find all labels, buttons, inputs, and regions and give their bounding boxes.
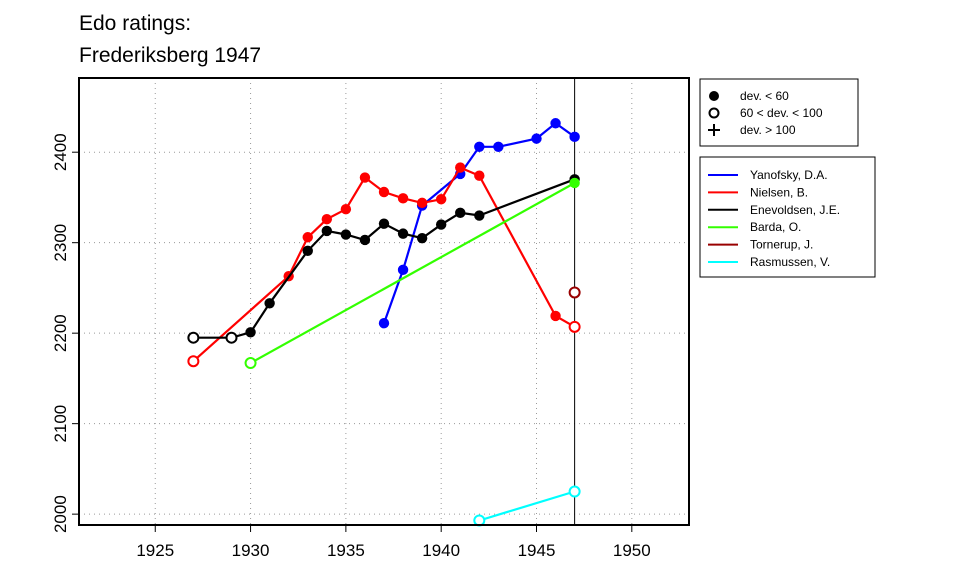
legend-open-circle-icon bbox=[708, 107, 720, 119]
data-point bbox=[225, 331, 238, 344]
data-point bbox=[474, 170, 485, 181]
data-point bbox=[435, 219, 447, 230]
y-tick-label: 2300 bbox=[51, 224, 70, 262]
data-point bbox=[321, 213, 333, 225]
data-point bbox=[302, 245, 313, 257]
series-2 bbox=[187, 174, 580, 344]
data-point bbox=[416, 197, 428, 209]
plot-area-frame bbox=[78, 77, 690, 526]
series-5 bbox=[473, 485, 581, 527]
series-3 bbox=[244, 177, 580, 370]
series-4 bbox=[568, 286, 581, 299]
series-0 bbox=[378, 118, 580, 329]
data-point bbox=[568, 485, 581, 498]
series-legend-label: Enevoldsen, J.E. bbox=[750, 203, 840, 217]
x-tick-label: 1930 bbox=[232, 541, 270, 560]
x-tick-label: 1935 bbox=[327, 541, 365, 560]
y-tick-label: 2100 bbox=[51, 405, 70, 443]
data-point bbox=[244, 357, 257, 370]
data-point bbox=[569, 177, 580, 189]
series-legend-box bbox=[699, 156, 876, 278]
data-point bbox=[187, 355, 200, 368]
series-line bbox=[478, 490, 575, 522]
data-point bbox=[455, 207, 466, 219]
data-point bbox=[474, 210, 485, 221]
x-tick-label: 1940 bbox=[422, 541, 460, 560]
y-axis: 2000 2100 2200 2300 2400 bbox=[51, 133, 79, 533]
y-tick-label: 2200 bbox=[51, 314, 70, 352]
series-group bbox=[187, 118, 581, 527]
series-legend-label: Rasmussen, V. bbox=[750, 255, 830, 269]
data-point bbox=[568, 320, 581, 333]
series-legend-label: Nielsen, B. bbox=[750, 185, 808, 199]
series-line bbox=[382, 121, 576, 324]
legend-filled-circle-icon bbox=[709, 91, 719, 101]
data-point bbox=[435, 194, 447, 205]
x-tick-label: 1925 bbox=[136, 541, 174, 560]
y-tick-label: 2400 bbox=[51, 133, 70, 171]
data-point bbox=[397, 264, 409, 276]
data-point bbox=[340, 229, 352, 240]
data-point bbox=[473, 514, 486, 527]
series-legend: Yanofsky, D.A. Nielsen, B. Enevoldsen, J.E… bbox=[699, 156, 876, 278]
data-point bbox=[302, 232, 313, 243]
symbol-legend-box bbox=[699, 78, 859, 147]
series-line bbox=[250, 182, 576, 364]
data-point bbox=[378, 186, 390, 198]
data-point bbox=[568, 286, 581, 299]
symbol-legend-label: dev. < 60 bbox=[740, 89, 789, 103]
data-point bbox=[340, 204, 352, 215]
data-point bbox=[493, 141, 504, 152]
data-point bbox=[397, 193, 409, 204]
series-legend-label: Tornerup, J. bbox=[750, 238, 813, 252]
y-tick-label: 2000 bbox=[51, 495, 70, 533]
data-point bbox=[416, 232, 428, 244]
symbol-legend-label: 60 < dev. < 100 bbox=[740, 106, 823, 120]
data-point bbox=[359, 234, 371, 246]
data-point bbox=[321, 225, 333, 237]
chart-title-line-1: Edo ratings: bbox=[79, 12, 191, 35]
data-point bbox=[569, 131, 580, 143]
data-point bbox=[245, 327, 256, 338]
data-point bbox=[550, 310, 561, 322]
data-point bbox=[550, 118, 561, 129]
data-point bbox=[531, 133, 542, 144]
chart-title-line-2: Frederiksberg 1947 bbox=[79, 44, 261, 67]
data-point bbox=[378, 218, 390, 229]
x-tick-label: 1950 bbox=[613, 541, 651, 560]
data-point bbox=[455, 162, 466, 173]
data-point bbox=[397, 228, 409, 239]
x-axis: 1925 1930 1935 1940 1945 1950 bbox=[136, 525, 651, 560]
x-tick-label: 1945 bbox=[518, 541, 556, 560]
data-point bbox=[359, 172, 371, 183]
symbol-legend-label: dev. > 100 bbox=[740, 123, 796, 137]
grid bbox=[79, 78, 689, 525]
series-legend-label: Yanofsky, D.A. bbox=[750, 168, 828, 182]
series-legend-label: Barda, O. bbox=[750, 220, 801, 234]
legend-plus-icon bbox=[708, 124, 720, 136]
data-point bbox=[474, 141, 485, 152]
data-point bbox=[187, 331, 200, 344]
data-point bbox=[378, 318, 390, 329]
data-point bbox=[264, 298, 275, 309]
series-1 bbox=[187, 162, 581, 368]
symbol-legend: dev. < 60 60 < dev. < 100 dev. > 100 bbox=[699, 78, 859, 147]
